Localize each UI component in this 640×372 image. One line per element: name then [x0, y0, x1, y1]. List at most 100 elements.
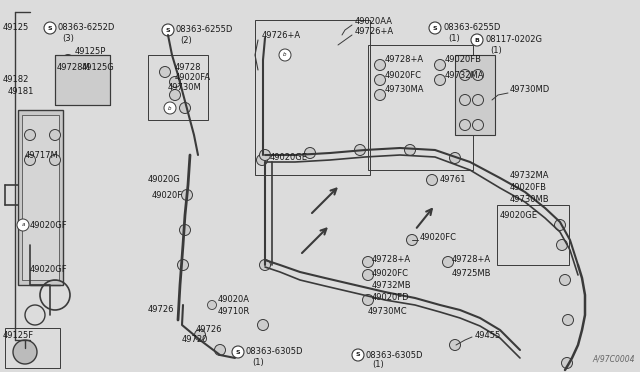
Circle shape — [159, 67, 170, 77]
Circle shape — [426, 174, 438, 186]
Circle shape — [460, 119, 470, 131]
Circle shape — [472, 94, 483, 106]
Circle shape — [170, 90, 180, 100]
Circle shape — [449, 153, 461, 164]
Text: 49728M: 49728M — [57, 64, 91, 73]
Text: 49020FD: 49020FD — [372, 294, 410, 302]
Circle shape — [561, 357, 573, 369]
Text: 08363-6305D: 08363-6305D — [366, 350, 424, 359]
Circle shape — [49, 154, 61, 166]
Text: 49730MC: 49730MC — [368, 308, 408, 317]
Bar — [22, 115, 59, 280]
Circle shape — [374, 90, 385, 100]
Text: 49020FA: 49020FA — [175, 74, 211, 83]
Circle shape — [13, 340, 37, 364]
Text: 49726: 49726 — [148, 305, 175, 314]
Circle shape — [24, 129, 35, 141]
Text: 49726+A: 49726+A — [262, 31, 301, 39]
Circle shape — [179, 224, 191, 235]
Circle shape — [259, 260, 271, 270]
Circle shape — [63, 84, 74, 96]
Circle shape — [279, 49, 291, 61]
Circle shape — [44, 22, 56, 34]
Text: 49728+A: 49728+A — [452, 256, 491, 264]
Text: 49717M: 49717M — [25, 151, 59, 160]
Circle shape — [164, 102, 176, 114]
Text: 49726: 49726 — [196, 326, 223, 334]
Circle shape — [557, 240, 568, 250]
Text: 49020FB: 49020FB — [510, 183, 547, 192]
Text: S: S — [356, 353, 360, 357]
Text: 49181: 49181 — [8, 87, 35, 96]
Circle shape — [177, 260, 189, 270]
Circle shape — [257, 154, 268, 166]
Circle shape — [257, 320, 269, 330]
Circle shape — [355, 144, 365, 155]
Circle shape — [472, 70, 483, 80]
Circle shape — [471, 34, 483, 46]
Text: 08363-6305D: 08363-6305D — [246, 347, 303, 356]
Circle shape — [362, 257, 374, 267]
Circle shape — [24, 154, 35, 166]
Circle shape — [170, 77, 180, 87]
Text: 49020FC: 49020FC — [385, 71, 422, 80]
Text: 49020FC: 49020FC — [372, 269, 409, 278]
Text: 08363-6252D: 08363-6252D — [58, 23, 115, 32]
Text: 49730MB: 49730MB — [510, 196, 550, 205]
Text: 49020FC: 49020FC — [420, 234, 457, 243]
Text: 49182: 49182 — [3, 76, 29, 84]
Text: 49020GE: 49020GE — [270, 154, 308, 163]
Circle shape — [259, 150, 271, 160]
Circle shape — [435, 74, 445, 86]
Bar — [368, 45, 473, 170]
Circle shape — [305, 148, 316, 158]
Text: (1): (1) — [252, 357, 264, 366]
Bar — [18, 110, 63, 285]
Text: 49020GE: 49020GE — [500, 211, 538, 219]
Circle shape — [63, 70, 74, 80]
Circle shape — [460, 94, 470, 106]
Text: 49020GF: 49020GF — [30, 266, 68, 275]
Circle shape — [17, 219, 29, 231]
Text: 49455: 49455 — [475, 330, 501, 340]
Circle shape — [63, 55, 74, 65]
Text: b: b — [168, 106, 172, 110]
Text: 49020AA: 49020AA — [355, 17, 393, 26]
Text: 49020A: 49020A — [218, 295, 250, 305]
Text: 49761: 49761 — [440, 176, 467, 185]
Text: 49728+A: 49728+A — [372, 256, 411, 264]
Circle shape — [559, 275, 570, 285]
Text: 49125P: 49125P — [75, 48, 106, 57]
Text: 08363-6255D: 08363-6255D — [176, 26, 234, 35]
Circle shape — [362, 269, 374, 280]
Circle shape — [460, 70, 470, 80]
Circle shape — [232, 346, 244, 358]
Circle shape — [404, 144, 415, 155]
Bar — [455, 55, 495, 135]
Text: 49726+A: 49726+A — [355, 28, 394, 36]
Circle shape — [179, 103, 191, 113]
Circle shape — [207, 301, 216, 310]
Text: 49710R: 49710R — [218, 308, 250, 317]
Text: 08363-6255D: 08363-6255D — [443, 23, 500, 32]
Text: 49732MA: 49732MA — [445, 71, 484, 80]
Circle shape — [49, 129, 61, 141]
Text: b: b — [284, 52, 287, 58]
Text: 49730M: 49730M — [168, 83, 202, 93]
Circle shape — [472, 119, 483, 131]
Circle shape — [374, 60, 385, 71]
Text: S: S — [433, 26, 437, 31]
Text: 49020FB: 49020FB — [445, 55, 482, 64]
Circle shape — [442, 257, 454, 267]
Text: 08117-0202G: 08117-0202G — [485, 35, 542, 45]
Circle shape — [214, 344, 225, 356]
Text: S: S — [166, 28, 170, 32]
Bar — [55, 55, 110, 105]
Text: 49730MA: 49730MA — [385, 86, 424, 94]
Circle shape — [374, 74, 385, 86]
Circle shape — [429, 22, 441, 34]
Text: 49125G: 49125G — [82, 64, 115, 73]
Text: 49732MB: 49732MB — [372, 280, 412, 289]
Text: S: S — [48, 26, 52, 31]
Text: 49125: 49125 — [3, 23, 29, 32]
